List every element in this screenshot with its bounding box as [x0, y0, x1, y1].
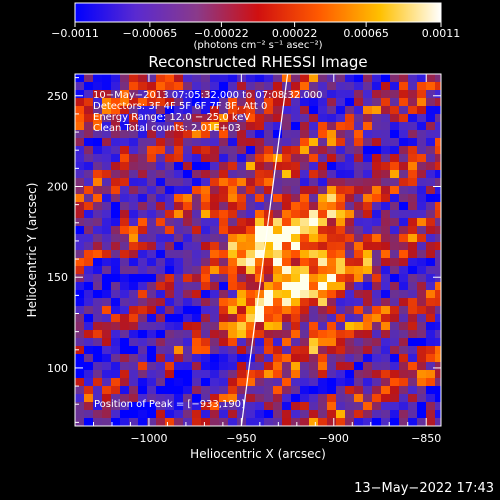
- peak-position-label: Position of Peak = [−933,190]: [94, 399, 245, 410]
- heatmap-cells: [75, 74, 441, 426]
- footer-timestamp: 13−May−2022 17:43: [354, 481, 494, 496]
- colorbar-tick-label: −0.00022: [194, 27, 249, 40]
- colorbar-tick-label: 0.00065: [343, 27, 389, 40]
- colorbar-tick-label: −0.0011: [51, 27, 99, 40]
- colorbar-tick-label: 0.00022: [272, 27, 318, 40]
- x-tick-label: −850: [411, 432, 441, 445]
- annotation-energy-range: Energy Range: 12.0 − 25.0 keV: [93, 112, 250, 123]
- y-axis-ticks: 100 150 200 250: [47, 77, 441, 423]
- colorbar-units: (photons cm⁻² s⁻¹ asec⁻²): [193, 40, 322, 51]
- chart-title: Reconstructed RHESSI Image: [148, 53, 367, 71]
- annotation-clean-counts: Clean Total counts: 2.01E+03: [93, 123, 241, 134]
- y-tick-label: 200: [47, 180, 68, 193]
- x-tick-label: −1000: [130, 432, 167, 445]
- colorbar: [74, 2, 442, 23]
- x-tick-label: −900: [319, 432, 349, 445]
- x-axis-ticks: −1000 −950 −900 −850: [92, 74, 441, 445]
- plot-frame: [74, 73, 442, 427]
- x-axis-label: Heliocentric X (arcsec): [190, 447, 326, 461]
- annotation-time-range: 10−May−2013 07:05:32.000 to 07:08:32.000: [93, 90, 323, 101]
- y-tick-label: 100: [47, 362, 68, 375]
- colorbar-ticks: −0.0011 −0.00065 −0.00022 0.00022 0.00065 0.0…: [51, 22, 460, 40]
- annotation-detectors: Detectors: 3F 4F 5F 6F 7F 8F, Att 0: [93, 101, 267, 112]
- y-axis-label: Heliocentric Y (arcsec): [25, 183, 39, 318]
- colorbar-tick-label: −0.00065: [123, 27, 178, 40]
- y-tick-label: 150: [47, 271, 68, 284]
- colorbar-tick-label: 0.0011: [422, 27, 461, 40]
- y-tick-label: 250: [47, 90, 68, 103]
- x-tick-label: −950: [226, 432, 256, 445]
- solar-limb-line: [240, 74, 289, 426]
